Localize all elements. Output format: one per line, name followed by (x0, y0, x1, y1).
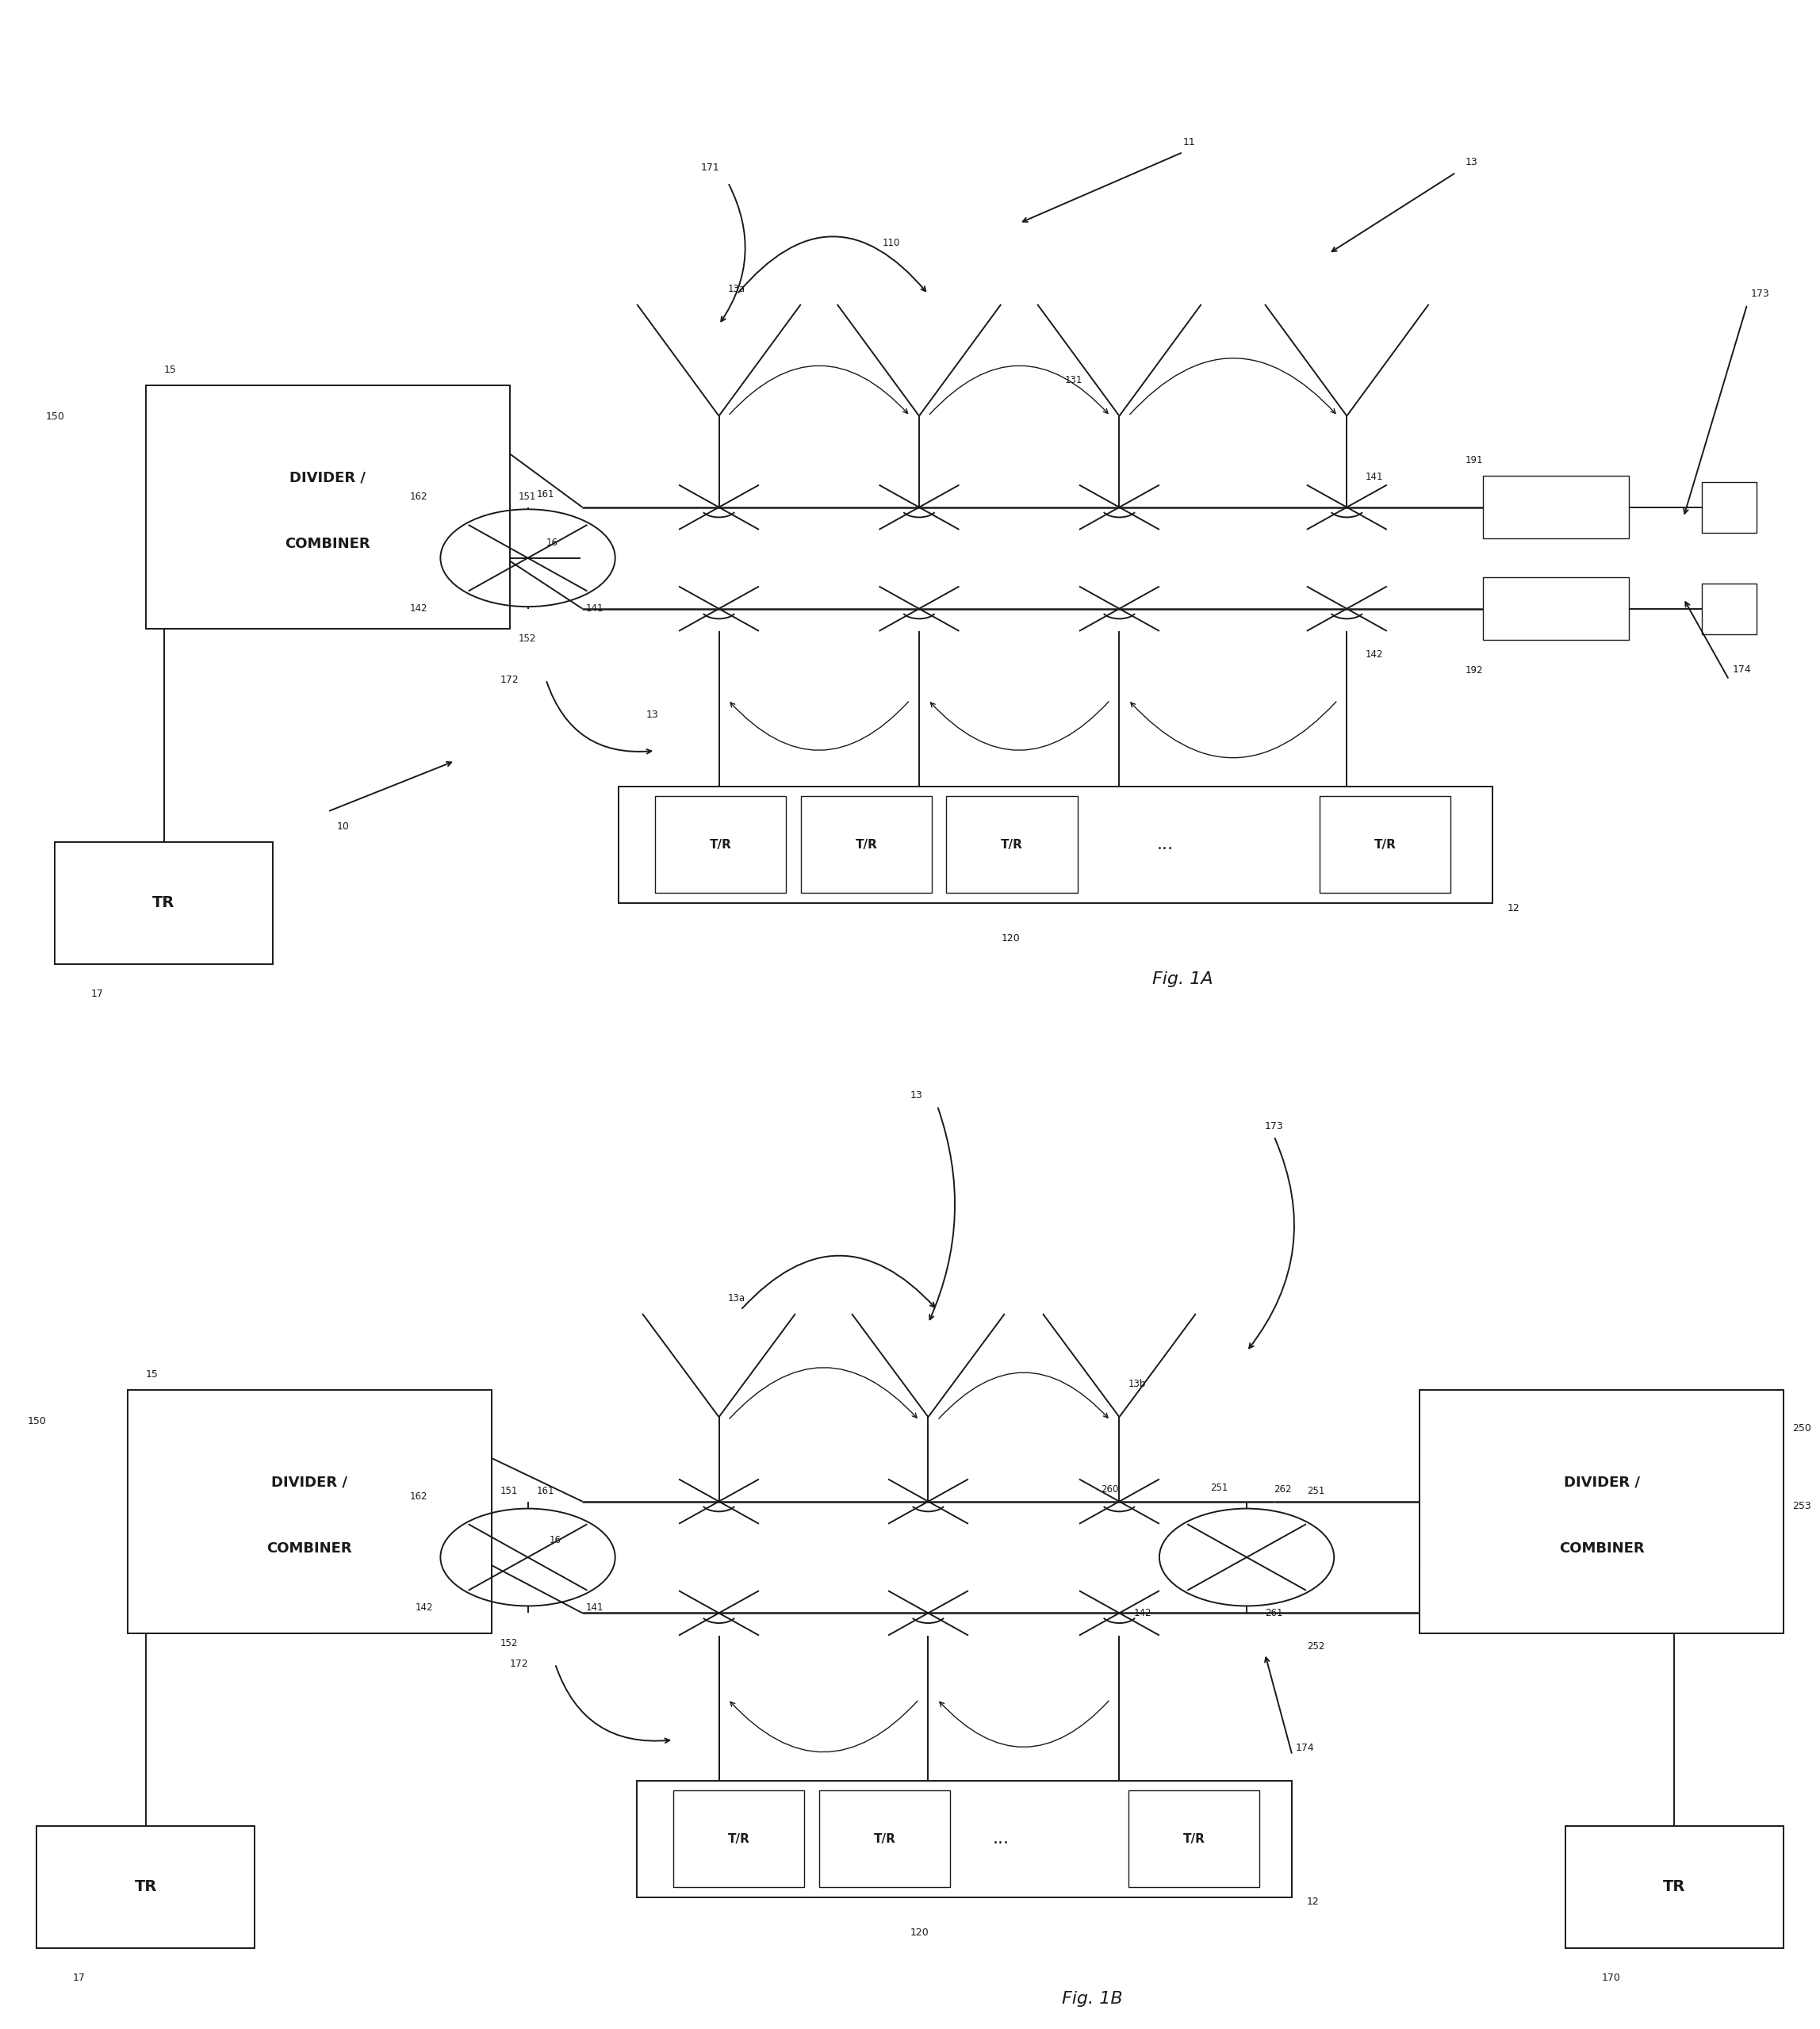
Text: DIVIDER /: DIVIDER / (289, 471, 366, 485)
Bar (1420, 1390, 1784, 1633)
Text: T/R: T/R (1001, 838, 1023, 850)
Text: Fig. 1A: Fig. 1A (1152, 972, 1214, 986)
Text: 120: 120 (910, 1928, 928, 1938)
Text: 172: 172 (510, 1658, 528, 1668)
Text: 110: 110 (883, 237, 901, 248)
Bar (1702, 481, 1756, 532)
Text: 141: 141 (586, 603, 604, 613)
Text: 162: 162 (410, 1491, 428, 1501)
Text: 15: 15 (164, 365, 177, 375)
Bar (146, 386, 510, 629)
Text: 170: 170 (1602, 1972, 1620, 1984)
Text: 174: 174 (1733, 663, 1751, 674)
Text: 13: 13 (646, 710, 659, 720)
Text: 131: 131 (1065, 375, 1083, 386)
Text: 10: 10 (337, 822, 349, 832)
Text: 152: 152 (519, 633, 537, 645)
Bar (946, 795, 1077, 893)
Text: COMBINER: COMBINER (286, 536, 369, 552)
Text: 11: 11 (1183, 136, 1196, 148)
Text: TR: TR (1663, 1879, 1685, 1895)
Text: 151: 151 (500, 1485, 519, 1495)
Text: 16: 16 (546, 538, 559, 548)
Text: 15: 15 (146, 1370, 158, 1380)
Text: 191: 191 (1465, 454, 1483, 465)
Bar (1320, 795, 1451, 893)
Text: 161: 161 (537, 1485, 555, 1495)
Bar (619, 787, 1492, 903)
Text: 142: 142 (410, 603, 428, 613)
Bar (819, 1790, 950, 1887)
Text: 13b: 13b (1128, 1378, 1147, 1388)
Text: DIVIDER /: DIVIDER / (1563, 1475, 1640, 1489)
Text: TR: TR (135, 1879, 157, 1895)
Text: 251: 251 (1210, 1483, 1229, 1493)
Bar (801, 795, 932, 893)
Bar (673, 1790, 804, 1887)
Text: 141: 141 (1365, 471, 1383, 481)
Text: 192: 192 (1465, 666, 1483, 676)
Text: 152: 152 (500, 1637, 519, 1648)
Text: 150: 150 (27, 1416, 46, 1426)
Text: Fig. 1B: Fig. 1B (1061, 1990, 1123, 2007)
Text: 173: 173 (1751, 288, 1769, 298)
Text: 253: 253 (1793, 1501, 1811, 1512)
Text: 141: 141 (586, 1603, 604, 1613)
Text: 13a: 13a (728, 1292, 746, 1303)
Text: 142: 142 (1134, 1607, 1152, 1619)
Text: 13: 13 (1465, 156, 1478, 168)
Text: 12: 12 (1307, 1897, 1320, 1907)
Text: 13: 13 (910, 1090, 923, 1100)
Text: T/R: T/R (874, 1832, 895, 1844)
Text: T/R: T/R (728, 1832, 750, 1844)
Text: 120: 120 (1001, 933, 1019, 943)
Text: 171: 171 (701, 162, 719, 172)
Text: 150: 150 (46, 412, 64, 422)
Text: 262: 262 (1274, 1483, 1292, 1493)
Text: COMBINER: COMBINER (1560, 1540, 1643, 1556)
Text: 174: 174 (1296, 1743, 1314, 1753)
Text: 161: 161 (537, 489, 555, 499)
Text: 251: 251 (1307, 1485, 1325, 1495)
Text: TR: TR (153, 895, 175, 911)
Text: 260: 260 (1101, 1483, 1119, 1493)
Text: 162: 162 (410, 491, 428, 501)
Text: ...: ... (1156, 836, 1174, 852)
Text: T/R: T/R (710, 838, 732, 850)
Text: COMBINER: COMBINER (268, 1540, 351, 1556)
Bar (1702, 584, 1756, 633)
Text: 173: 173 (1265, 1120, 1283, 1130)
Bar (55, 842, 273, 964)
Text: 151: 151 (519, 491, 537, 501)
Bar (1483, 475, 1629, 538)
Text: 12: 12 (1507, 903, 1520, 913)
Bar (637, 1781, 1292, 1897)
Bar (1565, 1826, 1784, 1948)
Bar (36, 1826, 255, 1948)
Text: 13a: 13a (728, 284, 746, 294)
Text: DIVIDER /: DIVIDER / (271, 1475, 348, 1489)
Text: 172: 172 (500, 674, 519, 684)
Bar (127, 1390, 491, 1633)
Bar (655, 795, 786, 893)
Text: 250: 250 (1793, 1424, 1811, 1435)
Text: T/R: T/R (855, 838, 877, 850)
Text: 261: 261 (1265, 1607, 1283, 1619)
Bar (1128, 1790, 1259, 1887)
Text: 16: 16 (550, 1534, 562, 1546)
Text: ...: ... (992, 1830, 1010, 1846)
Text: 17: 17 (91, 988, 104, 998)
Text: T/R: T/R (1374, 838, 1396, 850)
Text: 252: 252 (1307, 1641, 1325, 1652)
Text: 142: 142 (415, 1603, 433, 1613)
Text: 142: 142 (1365, 649, 1383, 659)
Text: 17: 17 (73, 1972, 86, 1984)
Bar (1483, 576, 1629, 641)
Text: T/R: T/R (1183, 1832, 1205, 1844)
